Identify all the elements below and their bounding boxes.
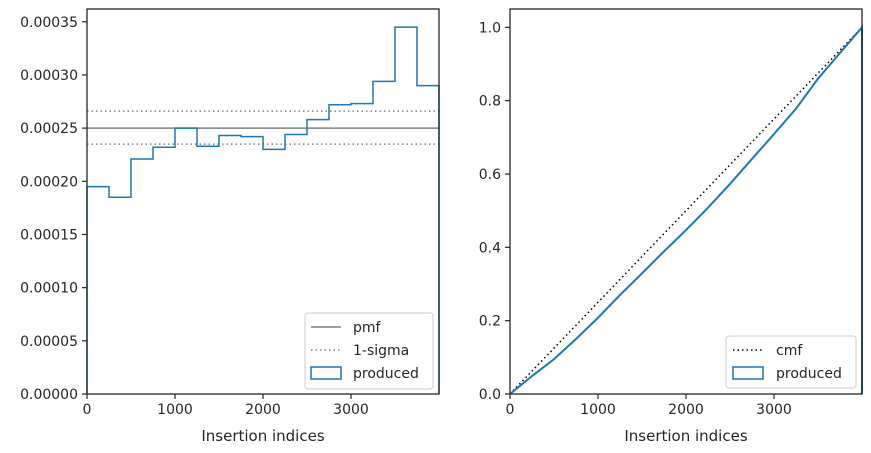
- cmf-panel: 0 1000 2000 3000 0.0 0.2 0.4 0.6 0.8 1.0 Insertio…: [479, 8, 863, 445]
- left-y-tick-label: 0.00035: [20, 15, 78, 31]
- right-x-tick-label: 2000: [668, 402, 704, 418]
- produced-bar: [263, 149, 285, 394]
- left-legend-box: [304, 312, 434, 390]
- left-y-tick-label: 0.00010: [20, 281, 78, 297]
- produced-bar: [175, 128, 197, 394]
- right-x-tick-label: 1000: [580, 402, 616, 418]
- right-x-tick-label: 0: [506, 402, 515, 418]
- legend-produced-swatch-right: [732, 366, 764, 380]
- left-legend: pmf 1-sigma produced: [304, 312, 434, 390]
- produced-histogram-step: [86, 26, 440, 394]
- left-x-tick-label: 1000: [157, 402, 193, 418]
- produced-bar: [241, 137, 263, 394]
- produced-cumulative-line: [509, 24, 863, 395]
- left-y-tick-label: 0.00005: [20, 334, 78, 350]
- produced-bar: [109, 197, 131, 394]
- left-x-axis-label: Insertion indices: [201, 427, 324, 445]
- left-y-tick-label: 0.00030: [20, 68, 78, 84]
- right-y-tick-label: 0.4: [479, 240, 501, 256]
- legend-pmf-label: pmf: [353, 320, 382, 336]
- right-y-tick-label: 0.8: [479, 94, 501, 110]
- right-y-tick-label: 0.0: [479, 387, 501, 403]
- legend-1-sigma-label: 1-sigma: [353, 343, 409, 359]
- right-y-tick-label: 0.6: [479, 167, 501, 183]
- legend-produced-label: produced: [353, 366, 419, 382]
- right-legend-box: [725, 335, 857, 389]
- right-x-axis-label: Insertion indices: [624, 427, 747, 445]
- right-x-tick-label: 3000: [756, 402, 792, 418]
- left-y-tick-label: 0.00025: [20, 121, 78, 137]
- left-marks: [86, 26, 440, 394]
- cmf-line: [509, 26, 863, 395]
- left-x-tick-label: 3000: [333, 402, 369, 418]
- right-ticks: 0 1000 2000 3000 0.0 0.2 0.4 0.6 0.8 1.0: [479, 20, 792, 418]
- left-x-tick-label: 0: [83, 402, 92, 418]
- right-legend: cmf produced: [725, 335, 857, 389]
- left-y-tick-label: 0.00015: [20, 227, 78, 243]
- produced-bar: [197, 146, 219, 394]
- legend-produced-label-right: produced: [776, 366, 842, 382]
- left-y-tick-label: 0.00020: [20, 174, 78, 190]
- produced-bar: [219, 136, 241, 394]
- left-ticks: 0 1000 2000 3000 0.00000 0.00005 0.00010 0.0001…: [20, 15, 369, 418]
- legend-produced-swatch: [310, 366, 342, 380]
- left-y-tick-label: 0.00000: [20, 387, 78, 403]
- pmf-histogram-panel: 0 1000 2000 3000 0.00000 0.00005 0.00010 0.0001…: [20, 8, 440, 445]
- right-y-tick-label: 1.0: [479, 20, 501, 36]
- legend-cmf-label: cmf: [776, 343, 803, 359]
- left-x-tick-label: 2000: [245, 402, 281, 418]
- right-marks: [509, 24, 863, 395]
- right-y-tick-label: 0.2: [479, 314, 501, 330]
- produced-bar: [87, 187, 109, 394]
- produced-bar: [285, 134, 307, 394]
- produced-bar: [153, 147, 175, 394]
- produced-bar: [131, 159, 153, 394]
